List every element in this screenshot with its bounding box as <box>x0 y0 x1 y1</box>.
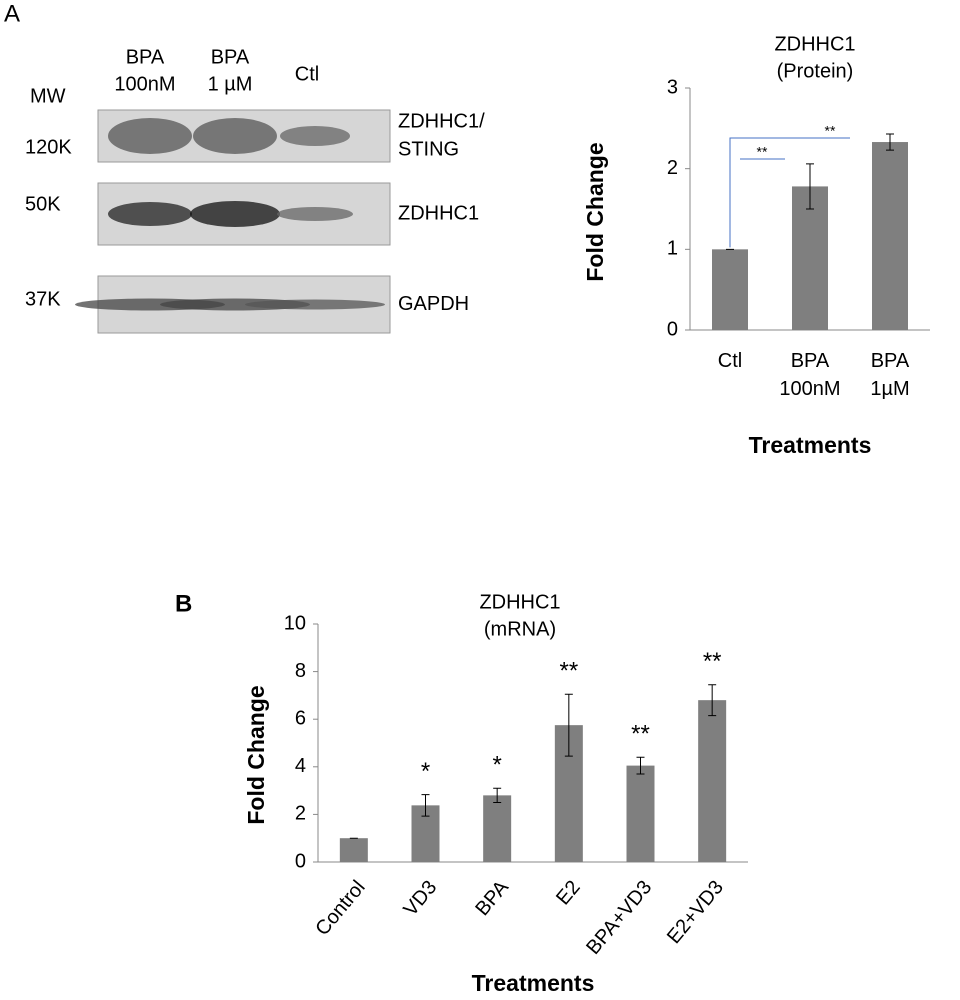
x-tick-label: BPA+VD3 <box>582 876 656 958</box>
bar <box>872 142 908 330</box>
error-bar <box>806 163 814 210</box>
mw-marker: 120K <box>25 136 72 158</box>
x-tick-label: BPA <box>471 876 513 920</box>
panel-label: A <box>4 0 20 27</box>
chart-subtitle: (Protein) <box>777 60 854 82</box>
y-tick-label: 8 <box>295 660 306 682</box>
bar <box>698 700 727 862</box>
bar <box>626 765 655 862</box>
annotation: ** <box>825 123 836 139</box>
blot-band <box>108 118 192 154</box>
y-axis-label: Fold Change <box>582 142 608 281</box>
panel-label: B <box>175 590 192 617</box>
y-tick-label: 6 <box>295 707 306 729</box>
mw-marker: 37K <box>25 288 61 310</box>
blot-band <box>245 299 385 310</box>
error-bar <box>886 133 894 151</box>
blot-band <box>280 126 350 146</box>
bar <box>483 795 512 862</box>
band-label: GAPDH <box>398 293 469 315</box>
x-tick-label: Control <box>311 876 369 940</box>
error-bar <box>636 756 645 775</box>
bar <box>712 249 748 330</box>
y-tick-label: 0 <box>295 850 306 872</box>
bar <box>339 838 368 862</box>
x-tick-label: BPA 100nM <box>779 350 840 400</box>
lane-label: 100nM <box>114 73 175 95</box>
y-tick-label: 3 <box>667 76 678 98</box>
band-label: ZDHHC1/ <box>398 110 485 132</box>
y-tick-label: 10 <box>284 612 306 634</box>
mw-marker: 50K <box>25 193 61 215</box>
x-tick-label: BPA 1µM <box>870 350 910 400</box>
y-tick-label: 1 <box>667 238 678 260</box>
mw-label: MW <box>30 85 66 107</box>
x-tick-label: E2 <box>552 876 585 909</box>
lane-label: BPA <box>211 46 250 68</box>
band-label: STING <box>398 138 459 160</box>
significance: ** <box>559 658 578 685</box>
chart-title: ZDHHC1 <box>479 591 560 613</box>
y-tick-label: 0 <box>667 318 678 340</box>
x-tick-label: VD3 <box>400 876 442 920</box>
x-axis-label: Treatments <box>472 970 595 996</box>
y-tick-label: 2 <box>667 157 678 179</box>
significance: ** <box>631 721 650 748</box>
blot-band <box>277 207 353 221</box>
lane-label: BPA <box>126 46 165 68</box>
significance: * <box>421 758 430 785</box>
error-bar <box>421 794 430 817</box>
blot-band <box>193 118 277 154</box>
error-bar <box>708 684 717 717</box>
x-tick-label: E2+VD3 <box>663 876 728 948</box>
band-label: ZDHHC1 <box>398 202 479 224</box>
y-tick-label: 2 <box>295 803 306 825</box>
significance-bracket <box>729 137 850 248</box>
chart-subtitle: (mRNA) <box>484 618 556 640</box>
chart-title: ZDHHC1 <box>774 33 855 55</box>
error-bar <box>564 693 573 757</box>
y-tick-label: 4 <box>295 755 306 777</box>
error-bar <box>493 787 502 803</box>
bar <box>792 186 828 330</box>
blot-band <box>108 202 192 226</box>
lane-label: Ctl <box>295 63 319 85</box>
blot-band <box>190 201 280 227</box>
y-axis-label: Fold Change <box>243 685 269 824</box>
significance: * <box>492 752 501 779</box>
significance: ** <box>703 648 722 675</box>
annotation: ** <box>757 144 768 160</box>
lane-label: 1 µM <box>208 73 253 95</box>
x-tick-label: Ctl <box>718 350 742 372</box>
x-axis-label: Treatments <box>749 432 872 458</box>
